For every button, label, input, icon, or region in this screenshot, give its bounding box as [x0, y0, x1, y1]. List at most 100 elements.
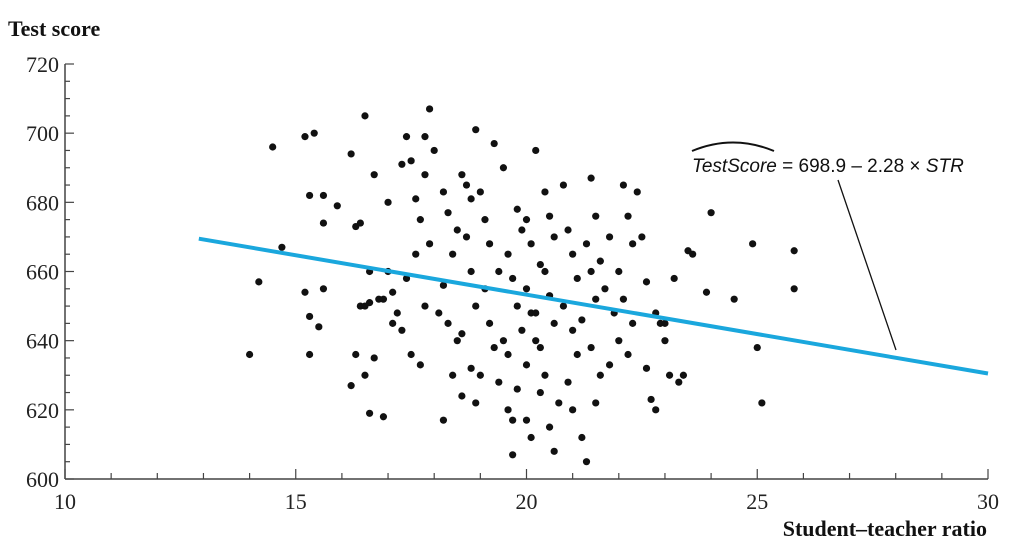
data-point [485, 319, 494, 327]
data-point [518, 326, 526, 334]
axes: 600 620 640 660 680 700 720 10 15 20 25 30 [26, 52, 999, 514]
data-point [402, 133, 411, 141]
data-point [518, 226, 526, 234]
data-point [536, 260, 544, 269]
data-point [564, 378, 572, 386]
data-point [495, 378, 503, 386]
data-point [421, 302, 429, 310]
data-point [435, 309, 443, 317]
data-point [361, 302, 369, 310]
data-point [638, 233, 646, 241]
data-point [499, 164, 508, 172]
data-point [347, 382, 355, 390]
data-point [596, 371, 604, 379]
data-point [605, 361, 614, 369]
data-point [430, 146, 438, 155]
data-point [439, 188, 448, 196]
data-point [412, 250, 420, 258]
data-point [472, 126, 480, 134]
data-point [476, 188, 484, 196]
regression-equation: TestScore = 698.9 – 2.28 × STR [691, 141, 964, 351]
data-point [545, 423, 554, 431]
x-tick-label: 25 [746, 489, 768, 514]
data-point [509, 274, 517, 283]
data-point [458, 171, 466, 179]
data-point [532, 309, 540, 317]
data-point [407, 350, 415, 359]
x-tick-label: 20 [516, 489, 538, 514]
data-point [670, 274, 678, 283]
data-point [485, 240, 494, 248]
data-point [665, 371, 674, 379]
y-tick-label: 680 [26, 190, 59, 215]
data-point [425, 105, 434, 113]
y-tick-label: 620 [26, 398, 59, 423]
data-point [569, 406, 577, 414]
data-point [652, 406, 660, 414]
data-point [569, 326, 577, 334]
y-tick-label: 660 [26, 260, 59, 285]
data-point [472, 302, 480, 310]
data-point [278, 243, 286, 251]
y-tick-label: 640 [26, 329, 59, 354]
equation-var: STR [926, 156, 964, 177]
data-point [504, 350, 512, 359]
data-point [564, 226, 572, 234]
data-point [675, 378, 683, 386]
data-point [522, 361, 531, 369]
data-point [749, 240, 757, 248]
data-point [398, 326, 406, 334]
data-point [550, 233, 558, 241]
data-point [398, 160, 406, 168]
x-tick-label: 30 [977, 489, 999, 514]
data-point [550, 447, 558, 455]
data-point [490, 343, 498, 352]
data-point [578, 433, 586, 442]
data-point [352, 350, 360, 359]
equation-lhs: TestScore [692, 156, 777, 177]
data-point [513, 302, 521, 310]
data-point [361, 371, 369, 379]
data-point [790, 285, 798, 293]
data-point [550, 319, 558, 327]
x-tick-label: 15 [285, 489, 307, 514]
data-point [730, 295, 738, 303]
data-point [629, 240, 637, 248]
data-point [758, 399, 766, 407]
data-point [476, 371, 484, 379]
data-point [458, 392, 466, 400]
data-point [629, 319, 637, 327]
data-point [509, 451, 517, 459]
data-point [389, 288, 397, 296]
data-point [596, 257, 604, 265]
data-point [642, 364, 651, 372]
data-point [379, 413, 388, 421]
data-point [504, 406, 512, 414]
data-point [513, 385, 521, 393]
x-tick-label: 10 [54, 489, 76, 514]
data-point [472, 399, 480, 407]
x-axis-title: Student–teacher ratio [782, 516, 987, 541]
data-point [458, 330, 466, 338]
data-point [490, 139, 498, 148]
data-point [439, 281, 448, 289]
data-point [305, 312, 314, 321]
data-point [305, 191, 314, 200]
data-point [361, 112, 369, 120]
data-point [365, 409, 374, 417]
data-point [379, 295, 388, 303]
data-point [315, 323, 323, 331]
data-point [522, 285, 531, 293]
data-point [689, 250, 697, 258]
data-point [504, 250, 512, 258]
data-point [532, 337, 540, 345]
data-point [707, 209, 715, 217]
data-point [449, 371, 457, 379]
data-point [522, 416, 531, 424]
data-point [582, 458, 591, 466]
data-point [624, 350, 632, 359]
data-point [605, 233, 614, 241]
data-point [527, 240, 535, 248]
data-point [527, 433, 535, 442]
